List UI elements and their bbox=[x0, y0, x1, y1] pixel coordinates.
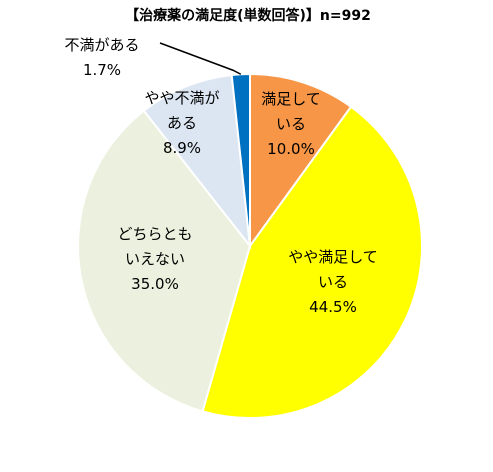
slice-value-label: 1.7% bbox=[83, 61, 121, 79]
leader-line bbox=[159, 42, 242, 75]
slice-category-label: 満足して bbox=[261, 90, 321, 108]
slice-value-label: 35.0% bbox=[131, 275, 179, 293]
slice-category-label: やや不満が bbox=[144, 89, 219, 107]
slice-category-label: やや満足して bbox=[288, 248, 378, 266]
slice-label: 不満がある 1.7% bbox=[64, 36, 139, 79]
chart-title: 【治療薬の満足度(単数回答)】n=992 bbox=[125, 7, 371, 24]
slice-category-label: いる bbox=[276, 115, 306, 133]
slice-label: やや不満がある 8.9% bbox=[144, 89, 219, 157]
slice-label: 満足している 10.0% bbox=[261, 90, 321, 158]
slice-label: どちらともいえない 35.0% bbox=[117, 225, 192, 293]
slice-category-label: いる bbox=[318, 273, 348, 291]
pie-slice bbox=[142, 73, 252, 250]
slice-category-label: ある bbox=[167, 114, 197, 132]
slice-value-label: 10.0% bbox=[267, 140, 315, 158]
pie-slice bbox=[249, 72, 353, 250]
leader-lines bbox=[159, 42, 242, 75]
slice-category-label: いえない bbox=[125, 250, 185, 268]
pie-slice bbox=[77, 109, 252, 413]
pie-slices bbox=[77, 72, 423, 419]
slice-value-label: 8.9% bbox=[163, 139, 201, 157]
slice-category-label: どちらとも bbox=[117, 225, 192, 243]
slice-labels: 満足している 10.0%やや満足している 44.5%どちらともいえない 35.0%やや… bbox=[64, 36, 377, 316]
slice-value-label: 44.5% bbox=[309, 298, 357, 316]
slice-label: やや満足している 44.5% bbox=[288, 248, 378, 316]
slice-category-label: 不満がある bbox=[64, 36, 139, 54]
pie-slice bbox=[201, 105, 423, 419]
